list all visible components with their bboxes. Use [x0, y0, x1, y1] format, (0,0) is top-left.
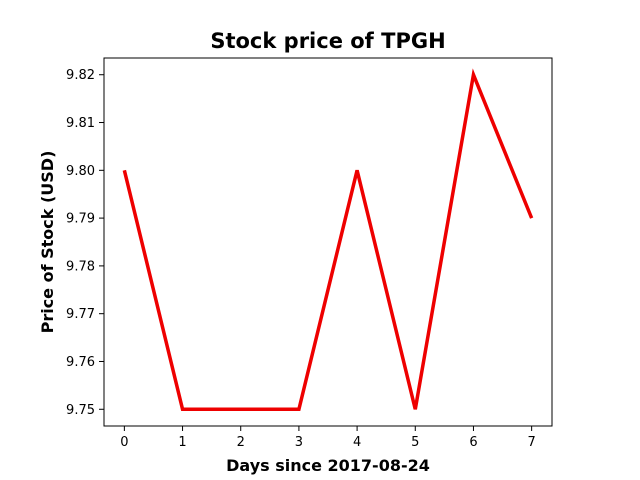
plot-frame [103, 57, 553, 427]
x-tick-label: 6 [469, 435, 477, 450]
x-tick-label: 0 [120, 435, 128, 450]
series-layer [122, 68, 534, 412]
x-tick-label: 7 [527, 435, 535, 450]
y-tick-label: 9.80 [66, 164, 95, 179]
x-tick-label: 4 [353, 435, 361, 450]
y-tick-label: 9.78 [66, 259, 95, 274]
x-tick-label: 5 [411, 435, 419, 450]
y-tick-label: 9.82 [66, 68, 95, 83]
x-tick-label: 1 [178, 435, 186, 450]
x-tick-label: 3 [295, 435, 303, 450]
chart-title: Stock price of TPGH [210, 29, 445, 53]
y-tick-label: 9.76 [66, 355, 95, 370]
price-series-line [122, 68, 534, 412]
plot-area: 9.75 9.76 9.77 9.78 9.79 9.80 9.81 9.82 0 1 2 3 4 5 6… [66, 57, 553, 450]
y-tick-label: 9.77 [66, 307, 95, 322]
y-tick-label: 9.79 [66, 212, 95, 227]
y-tick-label: 9.75 [66, 403, 95, 418]
y-tick-label: 9.81 [66, 116, 95, 131]
x-axis-label: Days since 2017-08-24 [226, 456, 430, 475]
x-tick-label: 2 [237, 435, 245, 450]
y-axis-ticks: 9.75 9.76 9.77 9.78 9.79 9.80 9.81 9.82 [66, 68, 104, 418]
y-axis-label: Price of Stock (USD) [38, 151, 57, 334]
x-axis-ticks: 0 1 2 3 4 5 6 7 [120, 426, 536, 450]
